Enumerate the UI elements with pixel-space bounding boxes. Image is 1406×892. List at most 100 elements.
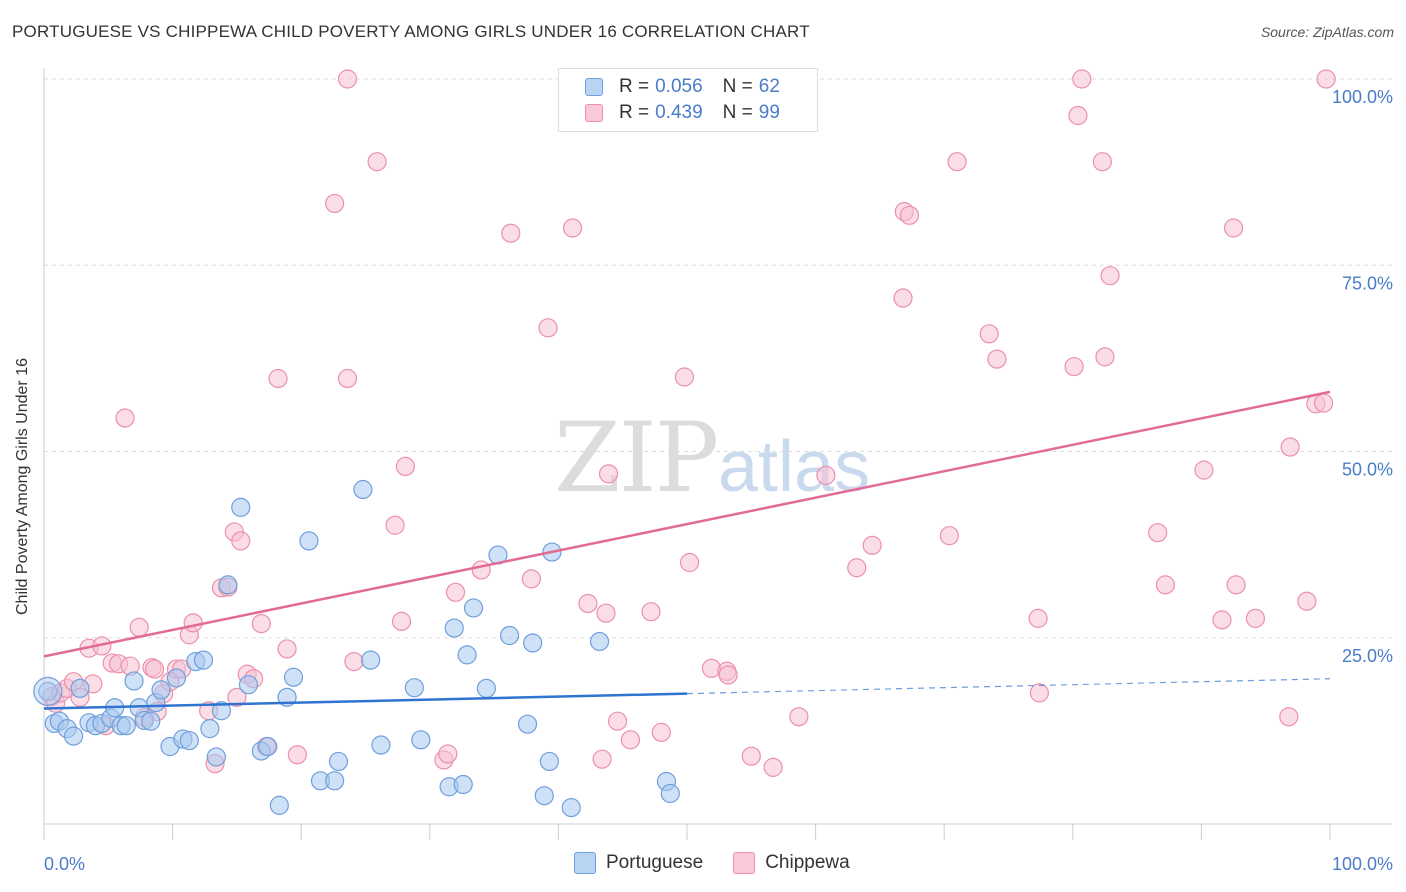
- legend-row-portuguese: R = 0.056 N = 62: [585, 75, 780, 99]
- data-point: [193, 650, 214, 670]
- data-point: [1100, 266, 1120, 286]
- chart-title: PORTUGUESE VS CHIPPEWA CHILD POVERTY AMO…: [12, 22, 810, 41]
- data-point: [651, 722, 671, 742]
- data-point: [816, 465, 836, 485]
- data-point: [129, 617, 149, 637]
- data-point: [1280, 437, 1300, 457]
- portuguese-swatch: [585, 78, 603, 96]
- data-point: [144, 659, 165, 679]
- data-point: [701, 658, 722, 678]
- data-point: [337, 69, 358, 89]
- data-point: [269, 795, 289, 815]
- data-point: [789, 707, 809, 727]
- data-point: [598, 464, 619, 484]
- portuguese-trend-extension: [686, 678, 1331, 695]
- data-point: [325, 193, 345, 214]
- data-point: [444, 618, 464, 638]
- data-point: [741, 746, 761, 766]
- data-point: [847, 558, 867, 578]
- data-point: [1148, 523, 1168, 543]
- data-point: [947, 152, 967, 172]
- data-point: [1297, 591, 1317, 611]
- chippewa-swatch: [585, 104, 603, 122]
- y-tick-label: 25.0%: [1342, 646, 1393, 666]
- data-point: [287, 745, 307, 765]
- legend-r-value: 0.056: [655, 76, 703, 97]
- legend-item-portuguese: Portuguese: [574, 852, 703, 874]
- data-point: [457, 645, 477, 665]
- y-tick-label: 75.0%: [1342, 273, 1393, 293]
- data-point: [523, 633, 543, 653]
- data-point: [353, 479, 373, 500]
- chippewa-trend-line: [43, 390, 1331, 658]
- data-point: [538, 318, 558, 338]
- data-point: [115, 408, 135, 428]
- data-point: [268, 368, 288, 389]
- data-point: [251, 613, 271, 634]
- data-point: [1028, 608, 1048, 628]
- data-point: [562, 218, 583, 238]
- legend-r-label: R =: [619, 76, 650, 97]
- series-legend: Portuguese Chippewa: [574, 852, 880, 874]
- data-point: [328, 751, 349, 772]
- data-point: [763, 757, 783, 777]
- data-point: [1092, 152, 1112, 172]
- data-point: [1226, 575, 1246, 595]
- legend-row-chippewa: R = 0.439 N = 99: [585, 101, 780, 125]
- data-point: [33, 676, 63, 706]
- data-point: [325, 771, 345, 791]
- data-point: [607, 711, 628, 731]
- data-point: [277, 639, 297, 659]
- legend-r-value: 0.439: [655, 102, 703, 123]
- data-point: [987, 349, 1007, 369]
- data-point: [231, 531, 251, 551]
- data-point: [589, 631, 610, 652]
- chart-source: Source: ZipAtlas.com: [1260, 24, 1394, 40]
- data-point: [1245, 608, 1266, 628]
- data-point: [283, 667, 304, 687]
- data-point: [258, 736, 278, 757]
- data-point: [200, 719, 220, 739]
- data-point: [395, 456, 415, 476]
- data-point: [1313, 393, 1334, 413]
- data-point: [453, 774, 473, 795]
- data-point: [1068, 105, 1088, 126]
- data-point: [227, 687, 247, 707]
- data-point: [124, 671, 144, 691]
- data-point: [521, 569, 541, 589]
- data-point: [893, 288, 913, 308]
- y-axis-label: Child Poverty Among Girls Under 16: [14, 358, 31, 615]
- data-point: [299, 531, 319, 551]
- data-point: [63, 726, 84, 746]
- axes: [43, 68, 1392, 840]
- correlation-legend: R = 0.056 N = 62 R = 0.439 N = 99: [558, 68, 818, 132]
- data-point: [620, 730, 641, 750]
- data-point: [539, 751, 559, 772]
- data-point: [141, 711, 161, 731]
- data-point: [367, 152, 387, 172]
- data-point: [1279, 707, 1299, 727]
- data-point: [361, 650, 381, 670]
- data-point: [166, 668, 187, 688]
- data-point: [404, 678, 424, 698]
- data-point: [1155, 575, 1175, 595]
- data-point: [337, 368, 358, 389]
- data-point: [534, 786, 554, 806]
- data-point: [179, 730, 199, 751]
- legend-n-value: 99: [758, 102, 780, 123]
- data-point: [438, 744, 458, 764]
- legend-r-label: R =: [619, 102, 650, 123]
- data-point: [463, 598, 484, 618]
- data-point: [231, 497, 251, 517]
- data-point: [211, 701, 232, 721]
- data-point: [862, 535, 882, 555]
- data-point: [116, 716, 136, 736]
- data-point: [679, 552, 700, 573]
- data-point: [476, 678, 496, 699]
- watermark-zip: ZIP: [554, 402, 719, 514]
- data-point: [979, 324, 999, 344]
- legend-label-portuguese: Portuguese: [606, 852, 704, 873]
- data-point: [1072, 69, 1092, 89]
- y-tick-label: 100.0%: [1332, 87, 1393, 107]
- data-point: [38, 681, 58, 701]
